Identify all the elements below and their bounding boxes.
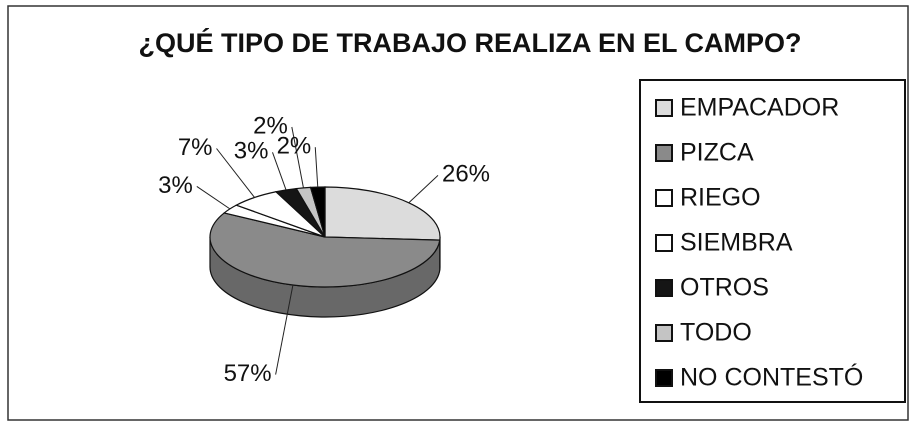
legend-swatch — [655, 369, 673, 387]
legend-swatch — [655, 144, 673, 162]
legend-swatch — [655, 189, 673, 207]
data-label: 2% — [253, 112, 288, 139]
legend-swatch — [655, 324, 673, 342]
data-label: 26% — [442, 161, 490, 188]
legend-label: OTROS — [680, 274, 769, 302]
legend-label: RIEGO — [680, 184, 761, 212]
legend-label: EMPACADOR — [680, 94, 839, 122]
data-label: 57% — [224, 360, 272, 387]
leader-line — [275, 284, 294, 375]
legend-label: TODO — [680, 319, 752, 347]
legend-swatch — [655, 99, 673, 117]
leader-line — [216, 148, 255, 198]
leader-line — [196, 185, 231, 210]
legend-swatch — [655, 279, 673, 297]
leader-line — [291, 126, 304, 188]
leader-line — [314, 147, 319, 188]
legend-box — [639, 79, 906, 403]
pie-slice — [209, 212, 441, 288]
data-label: 7% — [178, 134, 213, 161]
legend-swatch — [655, 234, 673, 252]
data-label: 3% — [158, 172, 193, 199]
data-label: 3% — [234, 138, 269, 165]
leader-line — [272, 152, 287, 191]
legend-label: SIEMBRA — [680, 229, 793, 257]
legend-label: PIZCA — [680, 139, 754, 167]
legend-label: NO CONTESTÓ — [680, 363, 863, 392]
leader-line — [408, 175, 439, 204]
data-label: 2% — [277, 133, 312, 160]
chart-title: ¿QUÉ TIPO DE TRABAJO REALIZA EN EL CAMPO… — [138, 27, 801, 58]
